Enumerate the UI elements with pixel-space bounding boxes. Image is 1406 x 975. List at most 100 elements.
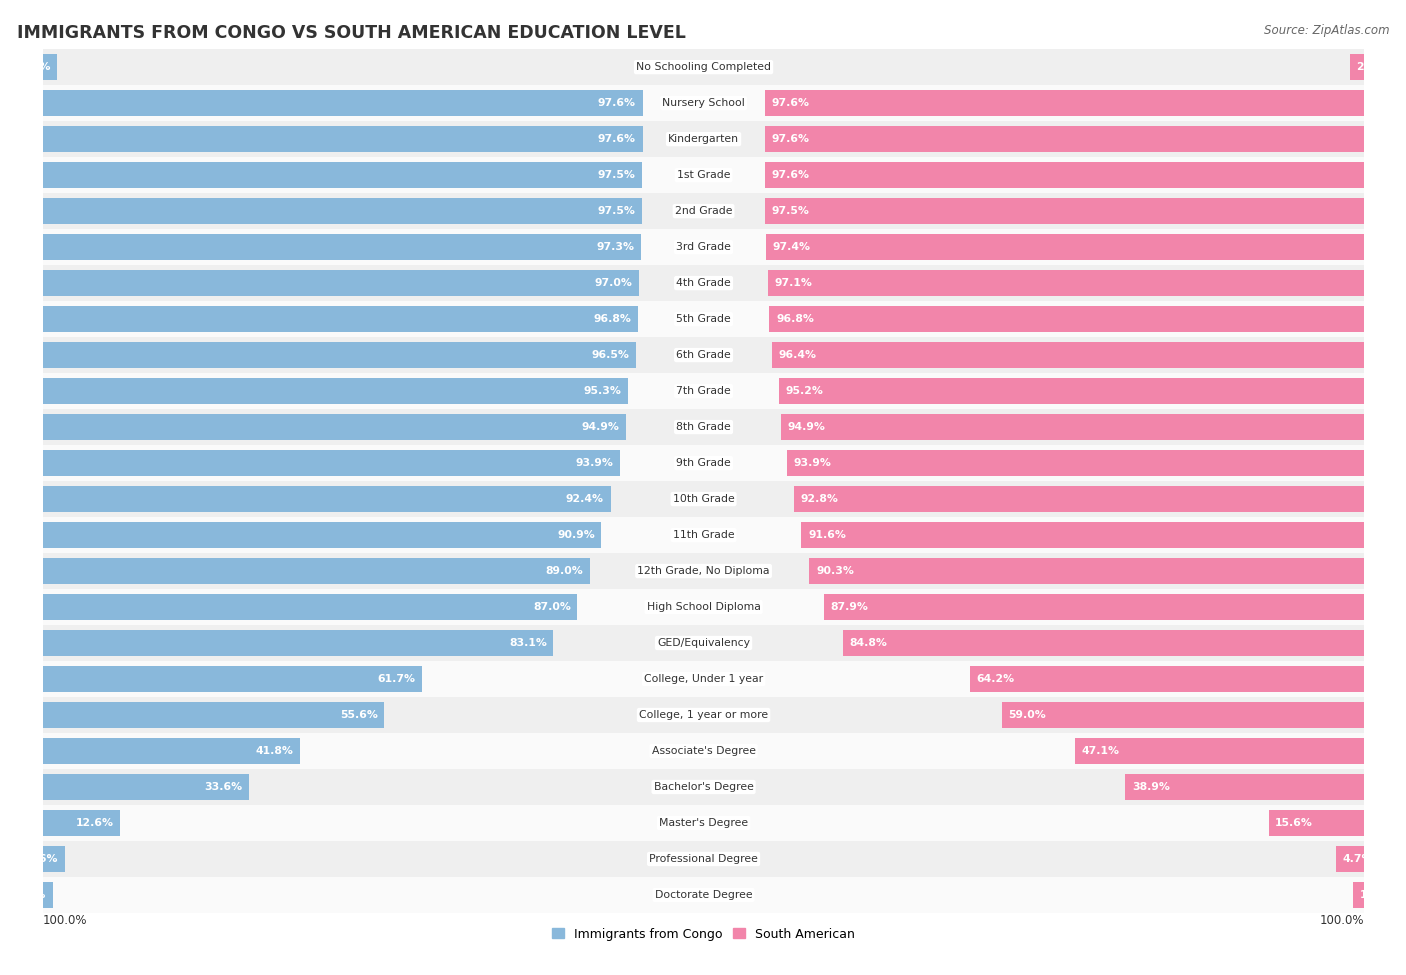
Bar (42, 517, 1364, 553)
Text: 96.4%: 96.4% (779, 350, 817, 360)
Text: 12.6%: 12.6% (76, 818, 114, 828)
Bar (42, 229, 1364, 265)
Text: 5th Grade: 5th Grade (676, 314, 731, 324)
Text: 95.3%: 95.3% (583, 386, 621, 396)
Bar (42, 841, 1364, 877)
Bar (1350, 55, 1364, 80)
Bar (1076, 738, 1364, 764)
Text: Doctorate Degree: Doctorate Degree (655, 890, 752, 900)
Bar (765, 126, 1364, 152)
Bar (787, 450, 1364, 476)
Text: 87.0%: 87.0% (533, 602, 571, 612)
Bar (42, 666, 422, 692)
Text: 4th Grade: 4th Grade (676, 278, 731, 288)
Bar (768, 270, 1364, 296)
Text: 96.8%: 96.8% (593, 314, 631, 324)
Text: IMMIGRANTS FROM CONGO VS SOUTH AMERICAN EDUCATION LEVEL: IMMIGRANTS FROM CONGO VS SOUTH AMERICAN … (17, 24, 686, 42)
Bar (42, 877, 1364, 913)
Bar (844, 630, 1364, 656)
Bar (1002, 702, 1364, 728)
Bar (42, 702, 384, 728)
Text: Master's Degree: Master's Degree (659, 818, 748, 828)
Text: 96.5%: 96.5% (592, 350, 630, 360)
Text: 4.7%: 4.7% (1343, 854, 1372, 864)
Text: 6th Grade: 6th Grade (676, 350, 731, 360)
Bar (1336, 846, 1364, 872)
Bar (970, 666, 1364, 692)
Text: GED/Equivalency: GED/Equivalency (657, 638, 749, 648)
Text: 64.2%: 64.2% (976, 674, 1015, 684)
Bar (42, 85, 1364, 121)
Text: Associate's Degree: Associate's Degree (651, 746, 755, 756)
Bar (42, 594, 578, 620)
Text: 97.6%: 97.6% (598, 98, 636, 108)
Bar (42, 121, 1364, 157)
Text: 33.6%: 33.6% (204, 782, 243, 792)
Bar (779, 378, 1364, 404)
Bar (42, 553, 1364, 589)
Bar (42, 589, 1364, 625)
Bar (42, 445, 1364, 481)
Text: 38.9%: 38.9% (1132, 782, 1170, 792)
Bar (772, 342, 1364, 368)
Bar (769, 306, 1364, 332)
Bar (42, 558, 589, 584)
Bar (794, 487, 1364, 512)
Text: 89.0%: 89.0% (546, 566, 583, 576)
Bar (42, 738, 299, 764)
Text: 97.0%: 97.0% (595, 278, 633, 288)
Text: 97.5%: 97.5% (772, 206, 810, 216)
Text: 10th Grade: 10th Grade (672, 494, 734, 504)
Bar (42, 846, 65, 872)
Text: 94.9%: 94.9% (582, 422, 620, 432)
Text: 97.6%: 97.6% (598, 135, 636, 144)
Text: 11th Grade: 11th Grade (672, 530, 734, 540)
Bar (824, 594, 1364, 620)
Bar (42, 90, 643, 116)
Text: 97.5%: 97.5% (598, 170, 636, 180)
Legend: Immigrants from Congo, South American: Immigrants from Congo, South American (547, 922, 860, 946)
Text: 93.9%: 93.9% (575, 458, 613, 468)
Text: 2.4%: 2.4% (1357, 62, 1386, 72)
Bar (42, 481, 1364, 517)
Bar (42, 126, 643, 152)
Bar (1125, 774, 1364, 800)
Bar (42, 410, 1364, 445)
Bar (42, 487, 610, 512)
Text: 2.4%: 2.4% (20, 62, 51, 72)
Text: 12th Grade, No Diploma: 12th Grade, No Diploma (637, 566, 770, 576)
Bar (42, 193, 1364, 229)
Text: 3rd Grade: 3rd Grade (676, 242, 731, 253)
Bar (42, 697, 1364, 733)
Text: 2nd Grade: 2nd Grade (675, 206, 733, 216)
Bar (765, 90, 1364, 116)
Text: 97.1%: 97.1% (775, 278, 813, 288)
Bar (42, 882, 52, 908)
Bar (782, 414, 1364, 440)
Text: 61.7%: 61.7% (377, 674, 415, 684)
Text: 87.9%: 87.9% (831, 602, 869, 612)
Bar (42, 774, 249, 800)
Text: Professional Degree: Professional Degree (650, 854, 758, 864)
Text: 97.5%: 97.5% (598, 206, 636, 216)
Bar (42, 805, 1364, 841)
Bar (1354, 882, 1364, 908)
Text: 93.9%: 93.9% (794, 458, 832, 468)
Text: Bachelor's Degree: Bachelor's Degree (654, 782, 754, 792)
Text: 90.3%: 90.3% (815, 566, 853, 576)
Bar (766, 234, 1364, 260)
Text: College, Under 1 year: College, Under 1 year (644, 674, 763, 684)
Bar (810, 558, 1364, 584)
Bar (42, 342, 636, 368)
Text: 100.0%: 100.0% (1320, 914, 1364, 926)
Bar (765, 198, 1364, 224)
Bar (42, 625, 1364, 661)
Text: High School Diploma: High School Diploma (647, 602, 761, 612)
Bar (801, 522, 1364, 548)
Text: 90.9%: 90.9% (557, 530, 595, 540)
Text: 96.8%: 96.8% (776, 314, 814, 324)
Text: 94.9%: 94.9% (787, 422, 825, 432)
Text: 55.6%: 55.6% (340, 710, 378, 720)
Bar (42, 414, 626, 440)
Text: 97.6%: 97.6% (770, 98, 810, 108)
